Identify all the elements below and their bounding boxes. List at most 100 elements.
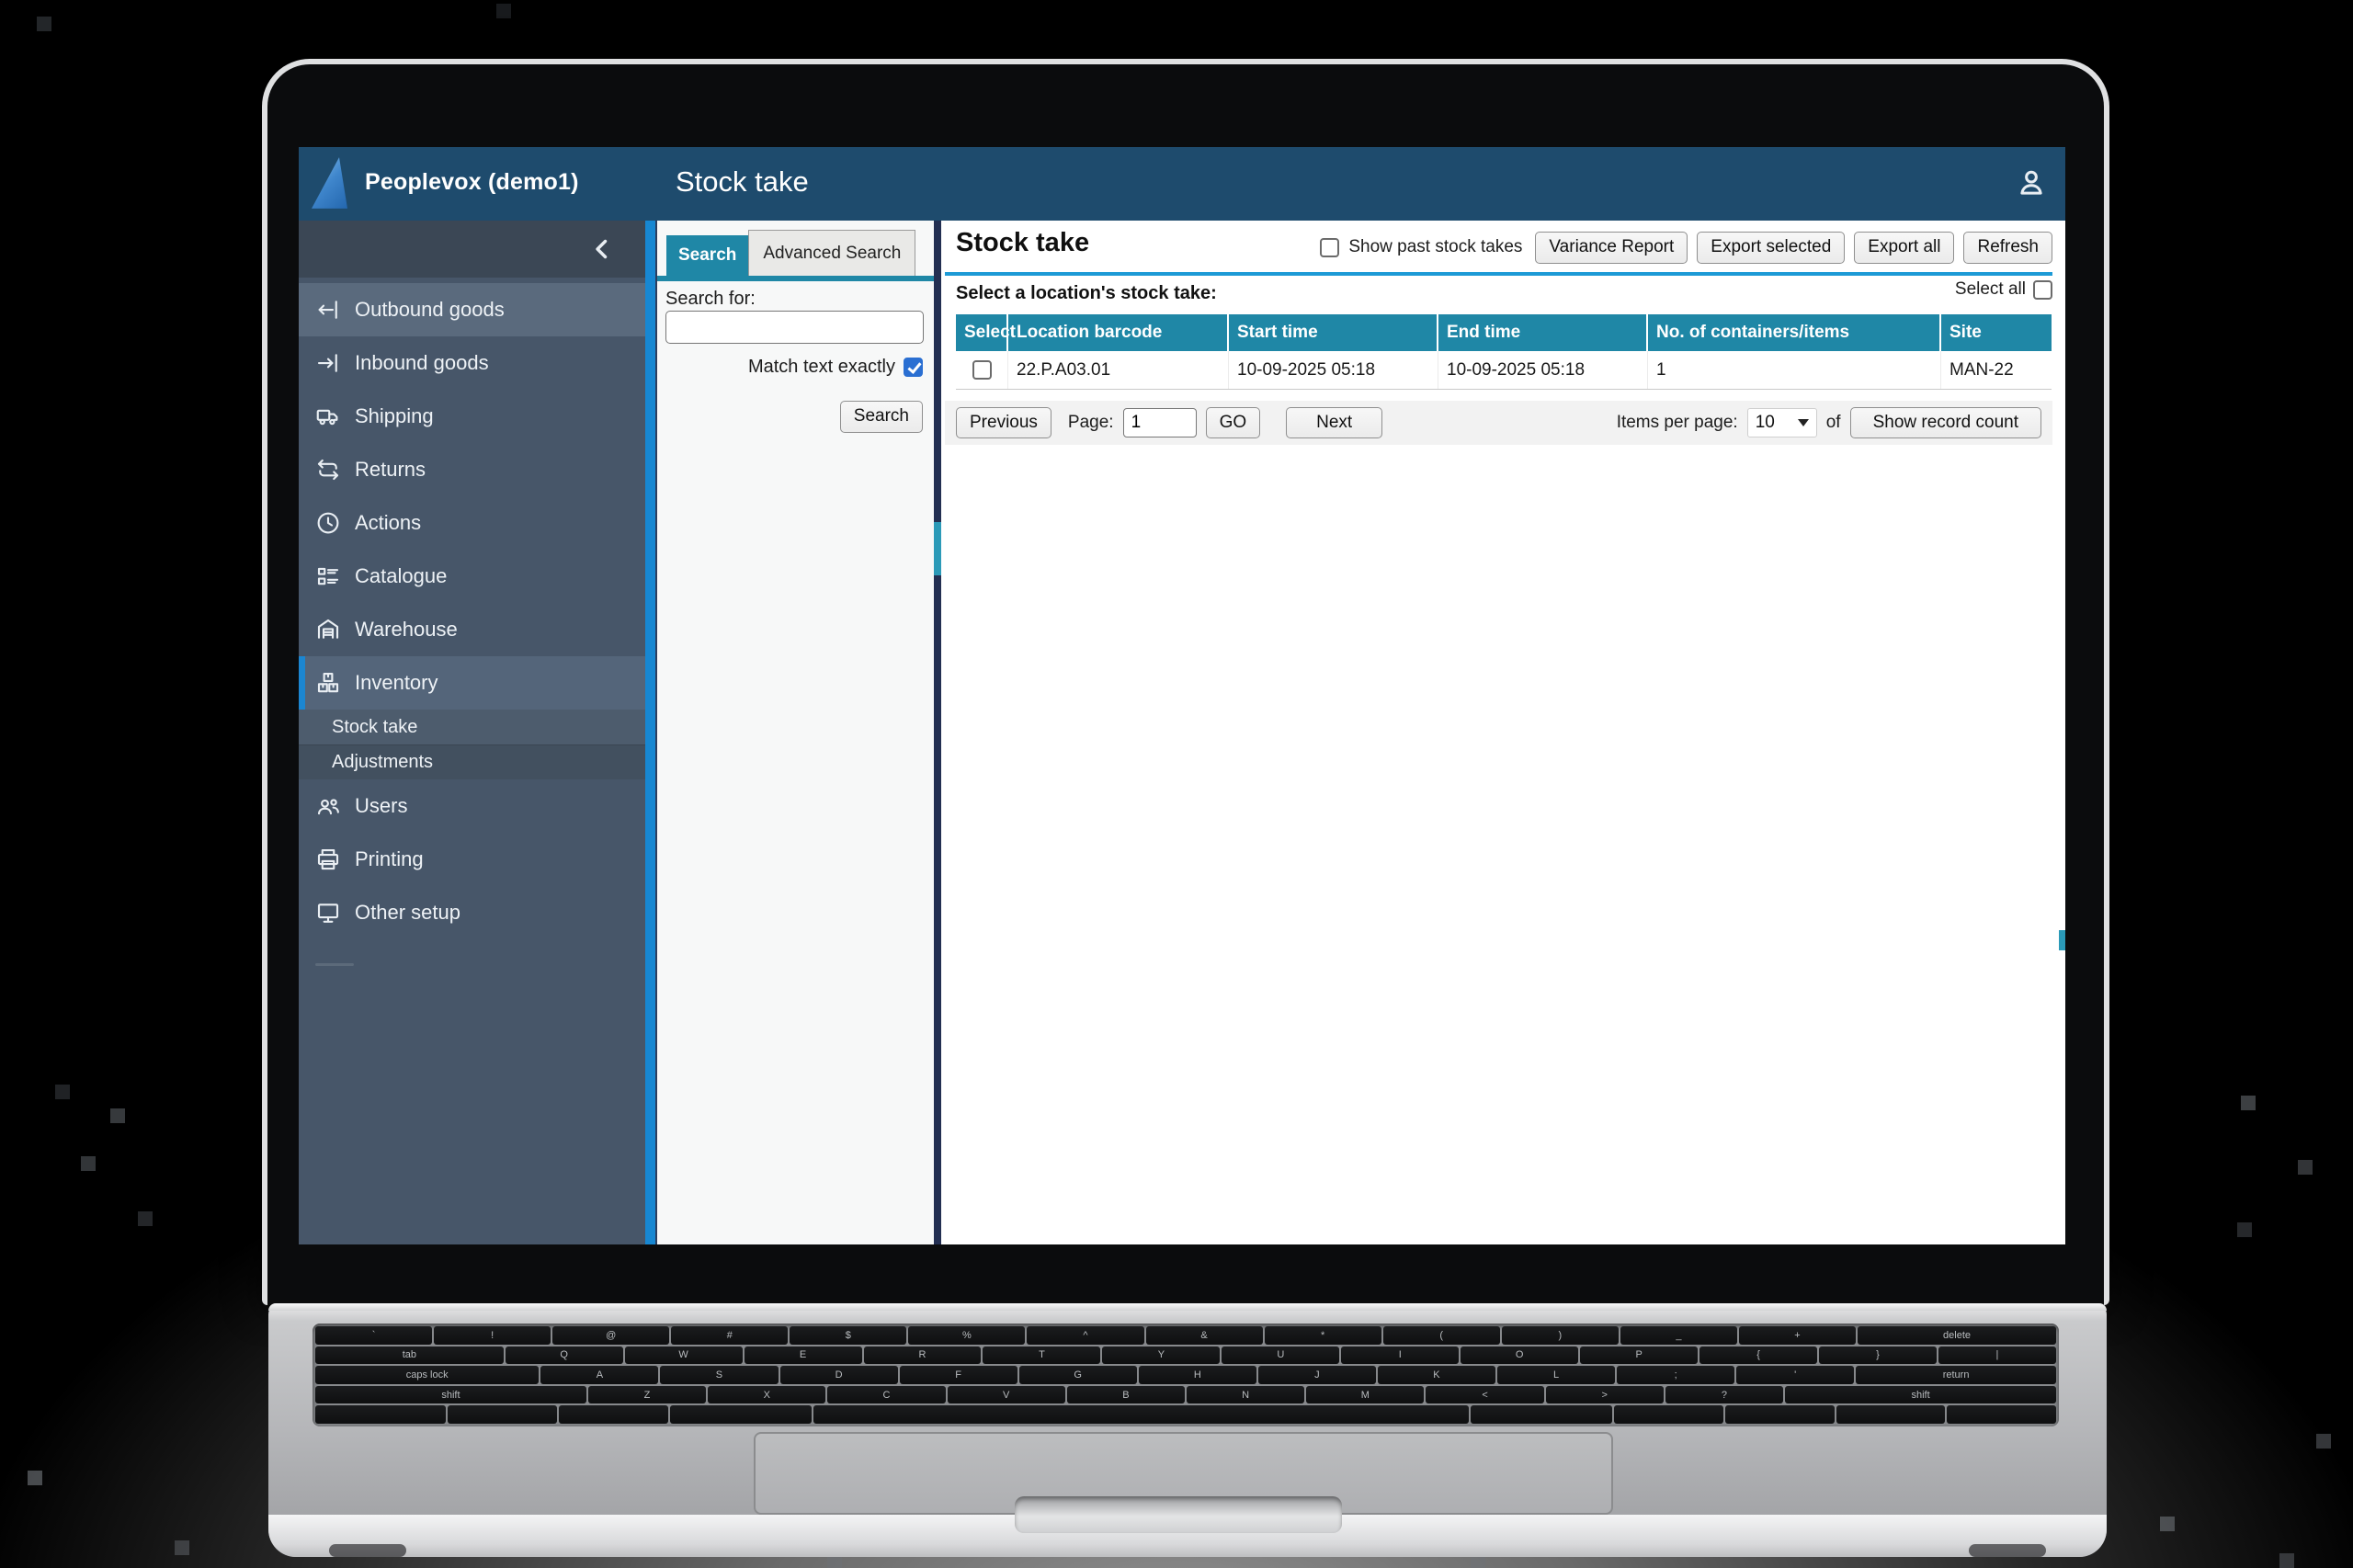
keyboard-key [559, 1405, 668, 1424]
keyboard-key: } [1819, 1346, 1937, 1365]
keyboard-key: W [624, 1346, 743, 1365]
sidebar-item-actions[interactable]: Actions [299, 496, 645, 550]
col-start-time[interactable]: Start time [1229, 314, 1438, 351]
show-record-count-button[interactable]: Show record count [1849, 406, 2041, 439]
sidebar-item-returns[interactable]: Returns [299, 443, 645, 496]
sidebar-item-label: Users [355, 794, 408, 817]
main-content: Stock take Show past stock takes Varianc… [941, 221, 2065, 1244]
search-input[interactable] [665, 311, 924, 344]
tab-search[interactable]: Search [666, 235, 749, 276]
sidebar-item-label: Other setup [355, 901, 460, 924]
printer-icon [314, 846, 342, 873]
col-site[interactable]: Site [1949, 323, 1982, 342]
sidebar-subitem-stock-take[interactable]: Stock take [299, 710, 645, 744]
keyboard-key: ^ [1027, 1326, 1144, 1345]
base-edge-highlight [268, 1303, 2107, 1311]
keyboard-key: Z [587, 1385, 707, 1404]
lid-opening-notch [1015, 1496, 1342, 1533]
keyboard-key: O [1461, 1346, 1579, 1365]
app-header: Peoplevox (demo1) Stock take [299, 147, 2065, 221]
variance-report-button[interactable]: Variance Report [1535, 232, 1688, 264]
page-input[interactable] [1122, 408, 1197, 437]
laptop-keyboard: `! @ # $% ^ & *() _ + delete tab Q W E R T Y U I O P{} | caps … [313, 1324, 2059, 1426]
previous-button[interactable]: Previous [956, 406, 1051, 439]
keyboard-key: N [1187, 1385, 1305, 1404]
chevron-down-icon [1797, 418, 1809, 426]
keyboard-key: < [1426, 1385, 1544, 1404]
col-location-barcode[interactable]: Location barcode [1008, 314, 1229, 351]
tab-underline [657, 276, 934, 281]
search-button[interactable]: Search [839, 401, 923, 433]
keyboard-key: % [908, 1326, 1026, 1345]
keyboard-key: ) [1501, 1326, 1619, 1345]
app-screen: Peoplevox (demo1) Stock take Outbound go… [299, 147, 2065, 1244]
splitter-scroll-thumb[interactable] [934, 522, 941, 575]
sidebar-item-printing[interactable]: Printing [299, 833, 645, 886]
keyboard-key: + [1738, 1326, 1857, 1345]
sidebar-item-shipping[interactable]: Shipping [299, 390, 645, 443]
backdrop-noise [0, 0, 15, 15]
next-button[interactable]: Next [1286, 406, 1383, 439]
go-button[interactable]: GO [1205, 406, 1261, 439]
keyboard-key: R [863, 1346, 982, 1365]
items-per-page-select[interactable]: 10 [1746, 407, 1817, 437]
sidebar-divider [315, 963, 354, 966]
keyboard-key: Q [505, 1346, 623, 1365]
keyboard-key: $ [790, 1326, 907, 1345]
sidebar-item-users[interactable]: Users [299, 779, 645, 833]
panel-splitter[interactable] [934, 221, 941, 1244]
table-row[interactable]: 22.P.A03.01 10-09-2025 05:18 10-09-2025 … [956, 351, 2052, 390]
user-avatar-icon[interactable] [2014, 165, 2049, 200]
col-end-time[interactable]: End time [1438, 314, 1648, 351]
peoplevox-logo-icon [312, 157, 347, 209]
match-text-checkbox[interactable] [904, 358, 923, 377]
pagination-bar: Previous Page: GO Next Items per page: 1… [945, 401, 2052, 445]
select-all-checkbox[interactable] [2033, 279, 2052, 300]
sidebar-item-label: Printing [355, 847, 424, 870]
sidebar-item-label: Warehouse [355, 618, 458, 641]
repeat-icon [314, 456, 342, 483]
keyboard-key: _ [1620, 1326, 1737, 1345]
refresh-button[interactable]: Refresh [1963, 232, 2052, 264]
window-scroll-thumb[interactable] [2059, 930, 2065, 950]
sidebar-scrollbar[interactable] [645, 221, 655, 1244]
boxes-icon [314, 669, 342, 697]
sidebar-nav: Outbound goods Inbound goods Shipping Re… [299, 221, 645, 1244]
row-checkbox[interactable] [972, 360, 992, 380]
keyboard-key: H [1138, 1366, 1256, 1384]
sidebar-item-inventory[interactable]: Inventory [299, 656, 645, 710]
keyboard-key: ' [1736, 1366, 1855, 1384]
export-selected-button[interactable]: Export selected [1697, 232, 1846, 264]
row-select-cell [956, 351, 1008, 389]
select-location-label: Select a location's stock take: [956, 283, 1217, 303]
col-containers-items[interactable]: No. of containers/items [1648, 314, 1941, 351]
search-for-label: Search for: [665, 289, 756, 309]
show-past-checkbox[interactable] [1320, 237, 1340, 257]
keyboard-key: S [660, 1366, 779, 1384]
keyboard-key: delete [1858, 1326, 2057, 1345]
row-containers-items: 1 [1648, 351, 1941, 389]
select-all-row: Select all [1955, 279, 2052, 300]
keyboard-key: # [671, 1326, 789, 1345]
export-all-button[interactable]: Export all [1854, 232, 1955, 264]
tab-advanced-search[interactable]: Advanced Search [748, 230, 916, 276]
collapse-sidebar-icon[interactable] [586, 233, 618, 265]
sidebar-item-outbound-goods[interactable]: Outbound goods [299, 283, 645, 336]
keyboard-key [1614, 1405, 1723, 1424]
col-select[interactable]: Select [956, 314, 1016, 351]
sidebar-item-catalogue[interactable]: Catalogue [299, 550, 645, 603]
sidebar-item-other-setup[interactable]: Other setup [299, 886, 645, 939]
sidebar-item-inbound-goods[interactable]: Inbound goods [299, 336, 645, 390]
sidebar-subitem-adjustments[interactable]: Adjustments [299, 744, 645, 779]
keyboard-key: P [1580, 1346, 1699, 1365]
keyboard-key: ! [434, 1326, 551, 1345]
header-rule [945, 272, 2052, 276]
items-per-page-label: Items per page: [1616, 412, 1738, 432]
outbound-arrow-icon [314, 296, 342, 324]
brand-name: Peoplevox (demo1) [365, 169, 579, 195]
sidebar-item-label: Returns [355, 458, 426, 481]
main-title: Stock take [956, 228, 1090, 257]
sidebar-top-strip [299, 221, 645, 278]
sidebar-item-warehouse[interactable]: Warehouse [299, 603, 645, 656]
keyboard-key: D [779, 1366, 898, 1384]
